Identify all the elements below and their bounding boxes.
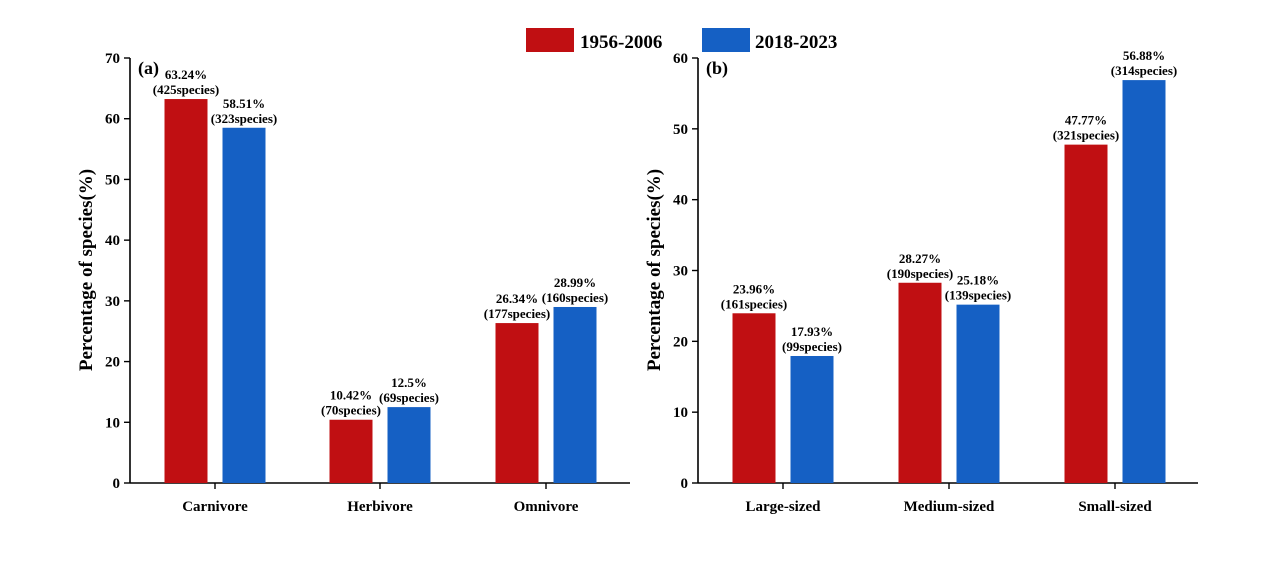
y-tick-label: 40 — [105, 233, 120, 249]
panel-label-b: (b) — [706, 58, 728, 79]
y-axis-label-b: Percentage of species(%) — [644, 169, 665, 371]
bar — [495, 323, 539, 483]
data-label-percent: 28.27% — [899, 251, 941, 266]
data-label-percent: 26.34% — [496, 291, 538, 306]
data-label-species: (314species) — [1111, 63, 1177, 78]
data-label-species: (70species) — [321, 403, 381, 418]
bar — [1064, 144, 1108, 484]
x-tick-label: Small-sized — [1078, 499, 1152, 515]
legend-label-1956-2006: 1956-2006 — [580, 32, 662, 53]
data-label-percent: 28.99% — [554, 275, 596, 290]
bar — [329, 419, 373, 483]
bar — [553, 306, 597, 483]
y-tick-label: 0 — [113, 476, 121, 492]
y-tick-label: 30 — [673, 264, 688, 280]
y-tick-label: 60 — [105, 112, 120, 128]
legend: 1956-2006 2018-2023 — [526, 28, 837, 53]
bar — [1122, 80, 1166, 483]
bar — [387, 407, 431, 483]
data-label-percent: 58.51% — [223, 96, 265, 111]
legend-swatch-1956-2006 — [526, 28, 574, 52]
y-tick-label: 50 — [105, 172, 120, 188]
x-tick-label: Herbivore — [347, 499, 413, 515]
data-label-percent: 17.93% — [791, 324, 833, 339]
y-tick-label: 10 — [673, 405, 688, 421]
data-label-species: (139species) — [945, 288, 1011, 303]
data-label-percent: 12.5% — [391, 375, 427, 390]
data-label-percent: 47.77% — [1065, 113, 1107, 128]
data-label-percent: 23.96% — [733, 281, 775, 296]
data-label-percent: 10.42% — [330, 388, 372, 403]
y-tick-label: 20 — [105, 355, 120, 371]
y-tick-label: 70 — [105, 51, 120, 67]
y-tick-label: 40 — [673, 193, 688, 209]
data-label-species: (190species) — [887, 266, 953, 281]
x-tick-label: Omnivore — [514, 499, 579, 515]
data-label-percent: 63.24% — [165, 67, 207, 82]
y-tick-label: 10 — [105, 415, 120, 431]
legend-swatch-2018-2023 — [702, 28, 750, 52]
data-label-species: (323species) — [211, 111, 277, 126]
y-tick-label: 60 — [673, 51, 688, 67]
data-label-percent: 56.88% — [1123, 48, 1165, 63]
data-label-percent: 25.18% — [957, 273, 999, 288]
chart-panel-b: (b) Percentage of species(%) 0 10 20 30 40 50… — [644, 48, 1198, 515]
x-tick-label: Carnivore — [182, 499, 248, 515]
x-tick-label: Large-sized — [746, 499, 822, 515]
chart-panel-a: (a) Percentage of species(%) 0 10 20 30 40 50… — [76, 51, 630, 515]
bar — [222, 127, 266, 483]
data-label-species: (425species) — [153, 82, 219, 97]
data-label-species: (160species) — [542, 290, 608, 305]
bar — [956, 304, 1000, 483]
y-tick-label: 20 — [673, 334, 688, 350]
data-label-species: (161species) — [721, 296, 787, 311]
y-tick-label: 50 — [673, 122, 688, 138]
bar — [164, 99, 208, 484]
y-tick-label: 0 — [681, 476, 689, 492]
data-label-species: (177species) — [484, 306, 550, 321]
bar — [898, 282, 942, 483]
data-label-species: (69species) — [379, 390, 439, 405]
bar — [790, 355, 834, 483]
data-label-species: (99species) — [782, 339, 842, 354]
legend-label-2018-2023: 2018-2023 — [755, 32, 837, 53]
x-tick-label: Medium-sized — [904, 499, 995, 515]
panel-label-a: (a) — [138, 58, 159, 79]
y-axis-label-a: Percentage of species(%) — [76, 169, 97, 371]
data-label-species: (321species) — [1053, 128, 1119, 143]
y-tick-label: 30 — [105, 294, 120, 310]
bar — [732, 313, 776, 483]
